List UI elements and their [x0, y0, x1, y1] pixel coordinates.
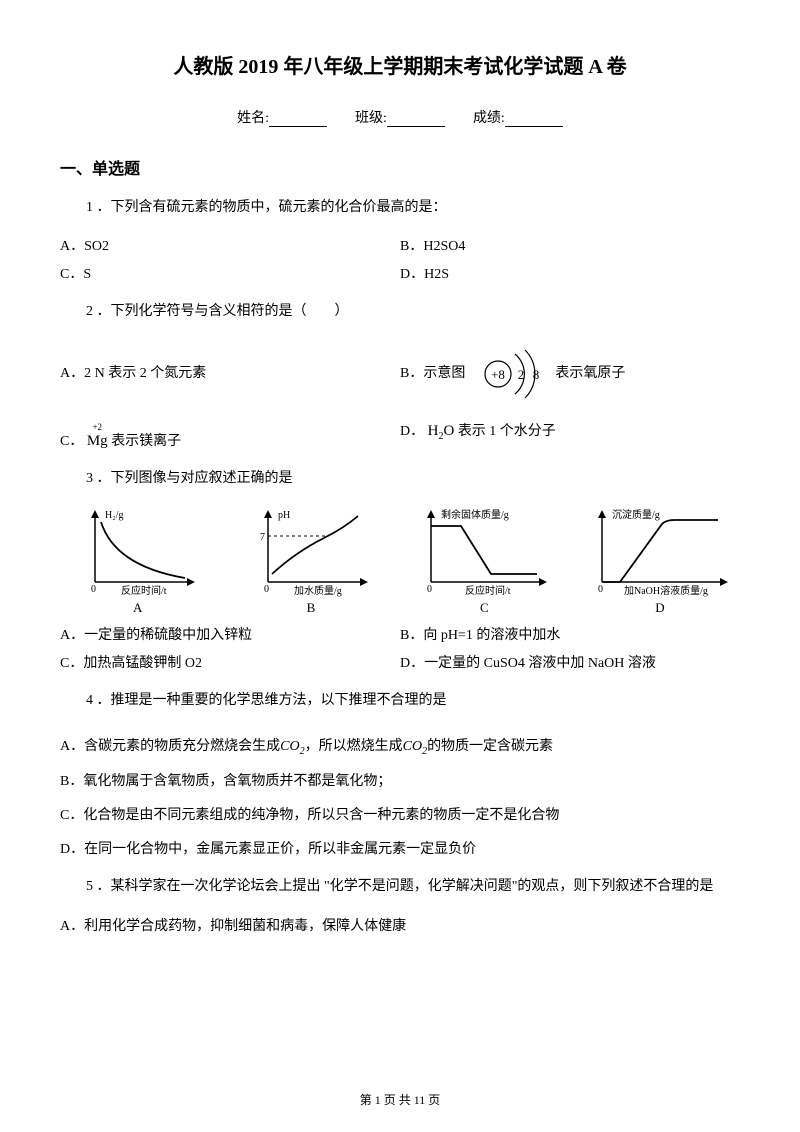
svg-text:0: 0 — [427, 584, 432, 595]
name-blank[interactable] — [269, 113, 327, 127]
class-label: 班级: — [355, 107, 387, 127]
q4-opt-a: A．含碳元素的物质充分燃烧会生成CO2，所以燃烧生成CO2的物质一定含碳元素 — [60, 735, 740, 757]
chart-d-label: D — [580, 600, 740, 616]
svg-text:反应时间/t: 反应时间/t — [465, 584, 511, 597]
co2-formula: CO2 — [280, 739, 304, 754]
q2d-pre: D． — [400, 424, 424, 439]
co2-formula-2: CO2 — [403, 739, 427, 754]
svg-text:H₂/g: H₂/g — [105, 510, 124, 521]
svg-text:0: 0 — [91, 584, 96, 595]
question-4-text: 4 ．推理是一种重要的化学思维方法，以下推理不合理的是 — [60, 690, 740, 712]
q4-opt-b: B．氧化物属于含氧物质，含氧物质并不都是氧化物； — [60, 770, 740, 790]
q2-opt-d: D． H2O 表示 1 个水分子 — [400, 420, 740, 450]
section-title: 一、单选题 — [60, 155, 740, 179]
exam-title: 人教版 2019 年八年级上学期期末考试化学试题 A 卷 — [60, 50, 740, 79]
chart-c-label: C — [407, 600, 562, 616]
atom-diagram-icon: +8 2 8 — [465, 340, 555, 404]
q3-opt-a: A．一定量的稀硫酸中加入锌粒 — [60, 624, 400, 644]
svg-text:+8: +8 — [491, 367, 505, 382]
score-blank[interactable] — [505, 113, 563, 127]
chart-a-label: A — [60, 600, 215, 616]
q3-opt-c: C．加热高锰酸钾制 O2 — [60, 652, 400, 672]
q3-charts: H₂/g 0 反应时间/t A pH 7 0 加水质量/g B 剩余固体质量/g — [60, 506, 740, 616]
question-2-text: 2 ．下列化学符号与含义相符的是（ ） — [60, 301, 740, 323]
h2o-formula: H2O — [428, 423, 455, 439]
svg-text:7: 7 — [260, 532, 265, 543]
question-3-text: 3 ．下列图像与对应叙述正确的是 — [60, 468, 740, 490]
q1-opt-c: C．S — [60, 263, 400, 283]
q3-opt-b: B．向 pH=1 的溶液中加水 — [400, 624, 740, 644]
class-blank[interactable] — [387, 113, 445, 127]
chart-a: H₂/g 0 反应时间/t A — [60, 506, 215, 616]
q2-opt-c: C． +2 Mg 表示镁离子 — [60, 420, 400, 450]
header-fields: 姓名: 班级: 成绩: — [60, 107, 740, 127]
q2c-post: 表示镁离子 — [111, 434, 181, 449]
svg-text:加水质量/g: 加水质量/g — [294, 585, 342, 597]
q1-opt-a: A．SO2 — [60, 235, 400, 255]
q2-opt-a: A．2 N 表示 2 个氮元素 — [60, 340, 400, 382]
q2-opt-b: B．示意图 +8 2 8 表示氧原子 — [400, 340, 740, 404]
svg-text:2: 2 — [518, 367, 525, 382]
svg-text:反应时间/t: 反应时间/t — [121, 584, 167, 597]
q4-opt-c: C．化合物是由不同元素组成的纯净物，所以只含一种元素的物质一定不是化合物 — [60, 804, 740, 824]
svg-text:8: 8 — [533, 367, 540, 382]
question-1-text: 1 ．下列含有硫元素的物质中，硫元素的化合价最高的是： — [60, 197, 740, 219]
chart-b-label: B — [233, 600, 388, 616]
name-label: 姓名: — [237, 107, 269, 127]
q3-opt-d: D．一定量的 CuSO4 溶液中加 NaOH 溶液 — [400, 652, 740, 672]
q1-row1: A．SO2 B．H2SO4 — [60, 235, 740, 255]
q2b-pre: B．示意图 — [400, 362, 465, 382]
score-label: 成绩: — [473, 107, 505, 127]
q4-opt-d: D．在同一化合物中，金属元素显正价，所以非金属元素一定显负价 — [60, 838, 740, 858]
svg-text:pH: pH — [278, 510, 290, 521]
q5-opt-a: A．利用化学合成药物，抑制细菌和病毒，保障人体健康 — [60, 915, 740, 935]
q2b-post: 表示氧原子 — [555, 362, 625, 382]
svg-text:沉淀质量/g: 沉淀质量/g — [612, 508, 660, 521]
svg-text:0: 0 — [598, 584, 603, 595]
chart-c: 剩余固体质量/g 0 反应时间/t C — [407, 506, 562, 616]
mg-ion-icon: +2 Mg — [87, 420, 108, 449]
svg-text:加NaOH溶液质量/g: 加NaOH溶液质量/g — [624, 584, 708, 597]
q2-row1: A．2 N 表示 2 个氮元素 B．示意图 +8 2 8 表示氧原子 — [60, 340, 740, 404]
chart-d: 沉淀质量/g 0 加NaOH溶液质量/g D — [580, 506, 740, 616]
q3-row2: C．加热高锰酸钾制 O2 D．一定量的 CuSO4 溶液中加 NaOH 溶液 — [60, 652, 740, 672]
q3-row1: A．一定量的稀硫酸中加入锌粒 B．向 pH=1 的溶液中加水 — [60, 624, 740, 644]
q2c-pre: C． — [60, 434, 83, 449]
chart-b: pH 7 0 加水质量/g B — [233, 506, 388, 616]
q2d-post: 表示 1 个水分子 — [458, 424, 556, 439]
svg-text:0: 0 — [264, 584, 269, 595]
question-5-text: 5 ．某科学家在一次化学论坛会上提出 "化学不是问题，化学解决问题"的观点，则下… — [60, 876, 740, 898]
q2-row2: C． +2 Mg 表示镁离子 D． H2O 表示 1 个水分子 — [60, 420, 740, 450]
page-footer: 第 1 页 共 11 页 — [0, 1091, 800, 1108]
q1-opt-d: D．H2S — [400, 263, 740, 283]
svg-text:剩余固体质量/g: 剩余固体质量/g — [441, 508, 509, 521]
q1-opt-b: B．H2SO4 — [400, 235, 740, 255]
q1-row2: C．S D．H2S — [60, 263, 740, 283]
